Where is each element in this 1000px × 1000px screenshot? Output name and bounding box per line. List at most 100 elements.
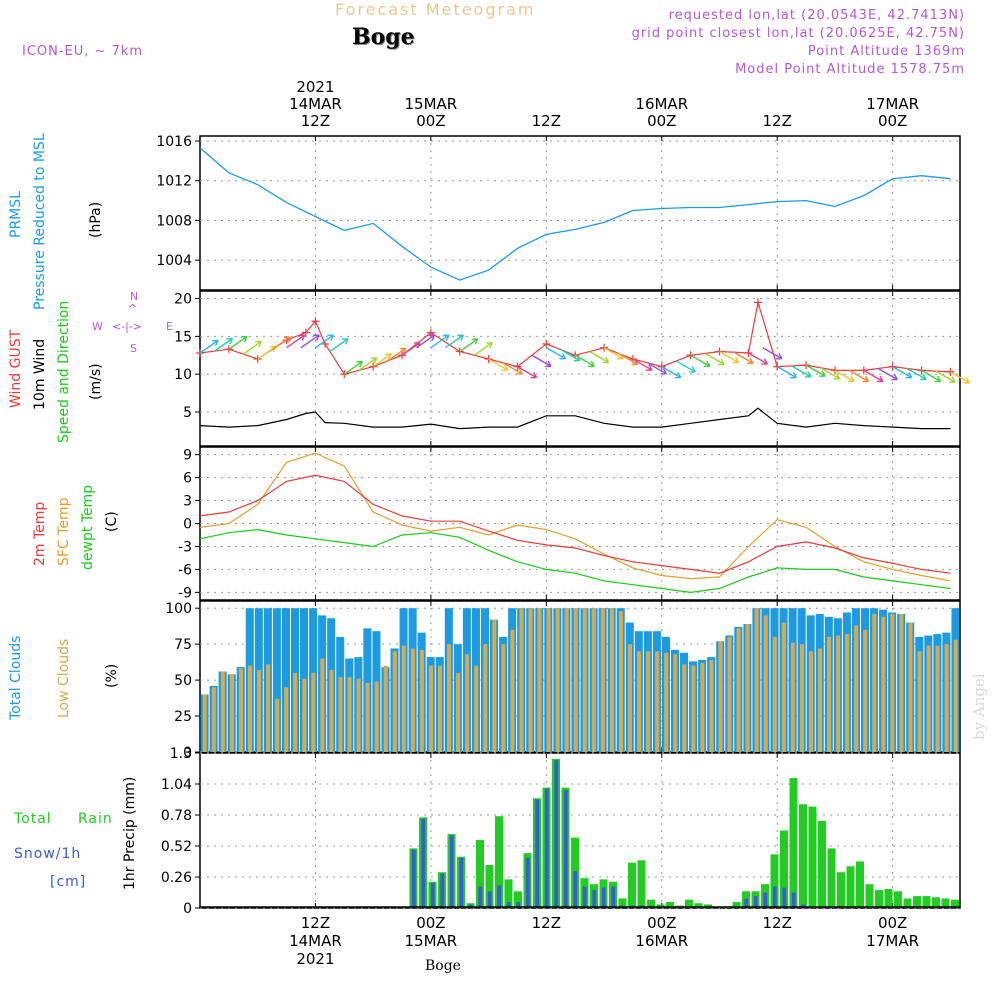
wind-arrow	[300, 334, 320, 349]
rain-bar	[808, 806, 817, 908]
wind-arrowhead	[588, 360, 595, 368]
low-cloud-bar	[311, 672, 316, 752]
wind-arrow	[401, 342, 421, 356]
low-cloud-bar	[899, 613, 904, 752]
bottom-tick-hour: 12Z	[532, 914, 561, 932]
wind-arrow	[877, 367, 898, 381]
low-cloud-bar	[808, 651, 813, 752]
low-cloud-bar	[474, 665, 479, 752]
low-cloud-bar	[944, 644, 949, 752]
rain-bar	[485, 865, 494, 908]
y-tick-label: 1.3	[170, 746, 192, 762]
low-cloud-bar	[338, 677, 343, 752]
compass-north: N	[130, 290, 139, 303]
rain-bar	[618, 898, 627, 908]
low-cloud-bar	[564, 608, 569, 752]
label-snow: Snow/1h	[14, 846, 82, 862]
snow-bar	[801, 904, 806, 908]
wind-arrowhead	[516, 368, 523, 375]
wind-arrow	[473, 342, 493, 356]
gust-marker	[773, 362, 782, 371]
wind-arrow	[849, 369, 869, 382]
top-tick-hour: 00Z	[416, 112, 445, 130]
low-cloud-bar	[745, 624, 750, 752]
low-cloud-bar	[799, 644, 804, 752]
wind-arrow	[690, 354, 711, 367]
pressure-line	[199, 147, 951, 281]
wind-arrow	[459, 338, 479, 353]
wind-arrow	[574, 354, 595, 367]
label-celsius: (C)	[104, 511, 120, 532]
rain-bar	[951, 899, 959, 908]
gust-line	[199, 302, 951, 375]
low-cloud-bar	[763, 615, 768, 752]
wind-arrow	[762, 347, 783, 360]
watermark: by Angel	[970, 673, 988, 740]
top-tick-date: 17MAR	[866, 95, 919, 113]
wind-arrow	[834, 369, 855, 382]
low-cloud-bar	[220, 671, 225, 752]
rain-bar	[789, 778, 798, 908]
wind-arrowhead	[501, 364, 509, 371]
rain-bar	[732, 902, 741, 908]
wind-arrow	[704, 352, 725, 365]
y-tick-label: 1008	[156, 213, 192, 229]
wind-arrowhead	[891, 373, 898, 381]
label-prmsl: PRMSL	[8, 191, 24, 238]
wind-arrow	[517, 366, 537, 379]
low-cloud-bar	[383, 665, 388, 752]
gust-marker	[946, 367, 955, 376]
low-cloud-bar	[709, 659, 714, 752]
low-cloud-bar	[465, 654, 470, 752]
label-dewpt-temp: dewpt Temp	[80, 484, 96, 570]
sfc-temp-line	[199, 452, 951, 582]
gust-marker	[224, 345, 233, 354]
wind-arrowhead	[847, 375, 855, 383]
wind-arrowhead	[327, 334, 335, 341]
low-cloud-bar	[447, 644, 452, 752]
snow-bar	[487, 891, 492, 908]
low-cloud-bar	[591, 608, 596, 752]
low-cloud-bar	[827, 636, 832, 752]
gust-marker	[917, 366, 926, 375]
wind-arrowhead	[602, 356, 610, 364]
wind-arrowhead	[211, 339, 219, 347]
y-tick-label: 5	[183, 405, 192, 421]
low-cloud-bar	[320, 658, 325, 752]
low-cloud-bar	[229, 674, 234, 752]
wind-arrowhead	[457, 334, 464, 341]
bottom-location: Boge	[425, 958, 461, 974]
top-tick-date: 16MAR	[635, 95, 688, 113]
wind-arrowhead	[689, 366, 696, 373]
snow-bar	[411, 849, 416, 908]
low-cloud-bar	[401, 645, 406, 752]
wind-arrowhead	[876, 375, 884, 383]
low-cloud-bar	[845, 634, 850, 752]
y-tick-label: 0	[183, 517, 192, 533]
snow-bar	[753, 896, 758, 908]
snow-bar	[430, 882, 435, 908]
top-tick-hour: 12Z	[532, 112, 561, 130]
rain-bar	[694, 903, 703, 908]
gust-marker	[859, 366, 868, 375]
label-hpa: (hPa)	[88, 201, 104, 238]
wind-arrow	[444, 334, 464, 349]
low-cloud-bar	[519, 608, 524, 752]
label-total-clouds: Total Clouds	[8, 635, 24, 720]
low-cloud-bar	[211, 687, 216, 752]
rain-bar	[666, 902, 674, 908]
wind-arrow	[935, 370, 956, 383]
y-tick-label: 0	[183, 745, 192, 761]
low-cloud-bar	[817, 648, 823, 752]
label-low-clouds: Low Clouds	[56, 638, 72, 718]
wind-arrowhead	[370, 357, 378, 364]
low-cloud-bar	[456, 672, 461, 752]
grid-point-coords: grid point closest lon,lat (20.0625E, 42…	[631, 26, 965, 41]
low-cloud-bar	[410, 648, 415, 752]
snow-bar	[478, 886, 483, 908]
top-tick-date: 14MAR	[289, 95, 342, 113]
wind-arrowhead	[703, 360, 711, 368]
low-cloud-bar	[682, 664, 687, 752]
wind-arrowhead	[746, 357, 754, 365]
low-cloud-bar	[691, 665, 696, 752]
